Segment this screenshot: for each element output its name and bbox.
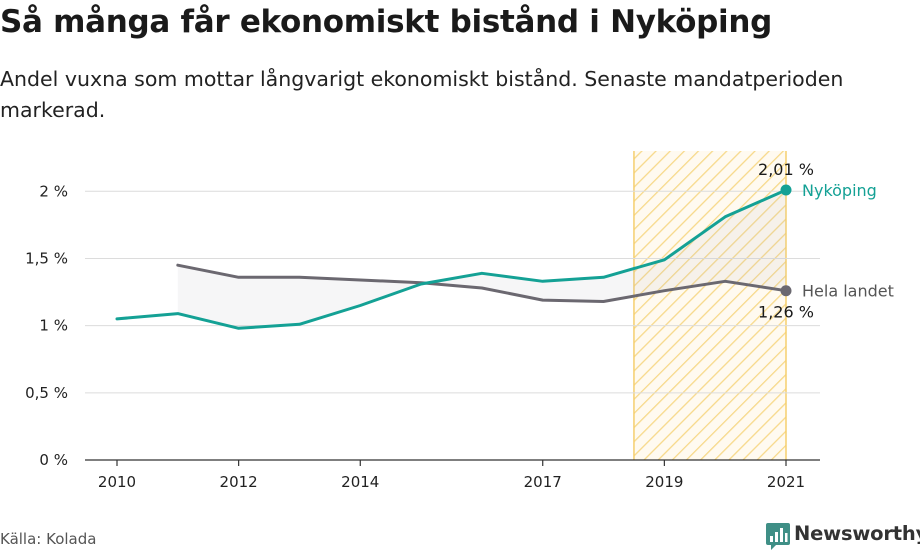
value-label-nykoping: 2,01 % [758,160,814,179]
x-tick-label: 2019 [645,473,683,491]
source-note: Källa: Kolada [0,530,97,548]
x-tick-label: 2021 [767,473,805,491]
y-tick-label: 0,5 % [25,384,68,402]
value-label-hela-landet: 1,26 % [758,303,814,322]
brand-name: Newsworthy [794,522,920,545]
x-tick-label: 2010 [98,473,136,491]
chart-title: Så många får ekonomiskt bistånd i Nyköpi… [0,4,772,40]
y-tick-label: 0 % [39,451,68,469]
difference-band [177,190,787,329]
chart-logo-icon [766,523,790,550]
x-tick-label: 2012 [220,473,258,491]
chart-subtitle: Andel vuxna som mottar långvarigt ekonom… [0,67,844,122]
x-tick-label: 2017 [524,473,562,491]
series-line-hela-landet [176,263,788,303]
series-label-hela-landet: Hela landet [802,282,894,301]
y-tick-label: 2 % [39,182,68,200]
series-label-nykoping: Nyköping [802,181,877,200]
x-tick-label: 2014 [341,473,379,491]
series-line-nyk-ping [115,188,788,330]
y-tick-label: 1,5 % [25,249,68,267]
end-point-nyk-ping [780,184,792,196]
brand-logo: Newsworthy [765,520,920,550]
y-tick-label: 1 % [39,317,68,335]
end-point-hela-landet [780,285,792,297]
